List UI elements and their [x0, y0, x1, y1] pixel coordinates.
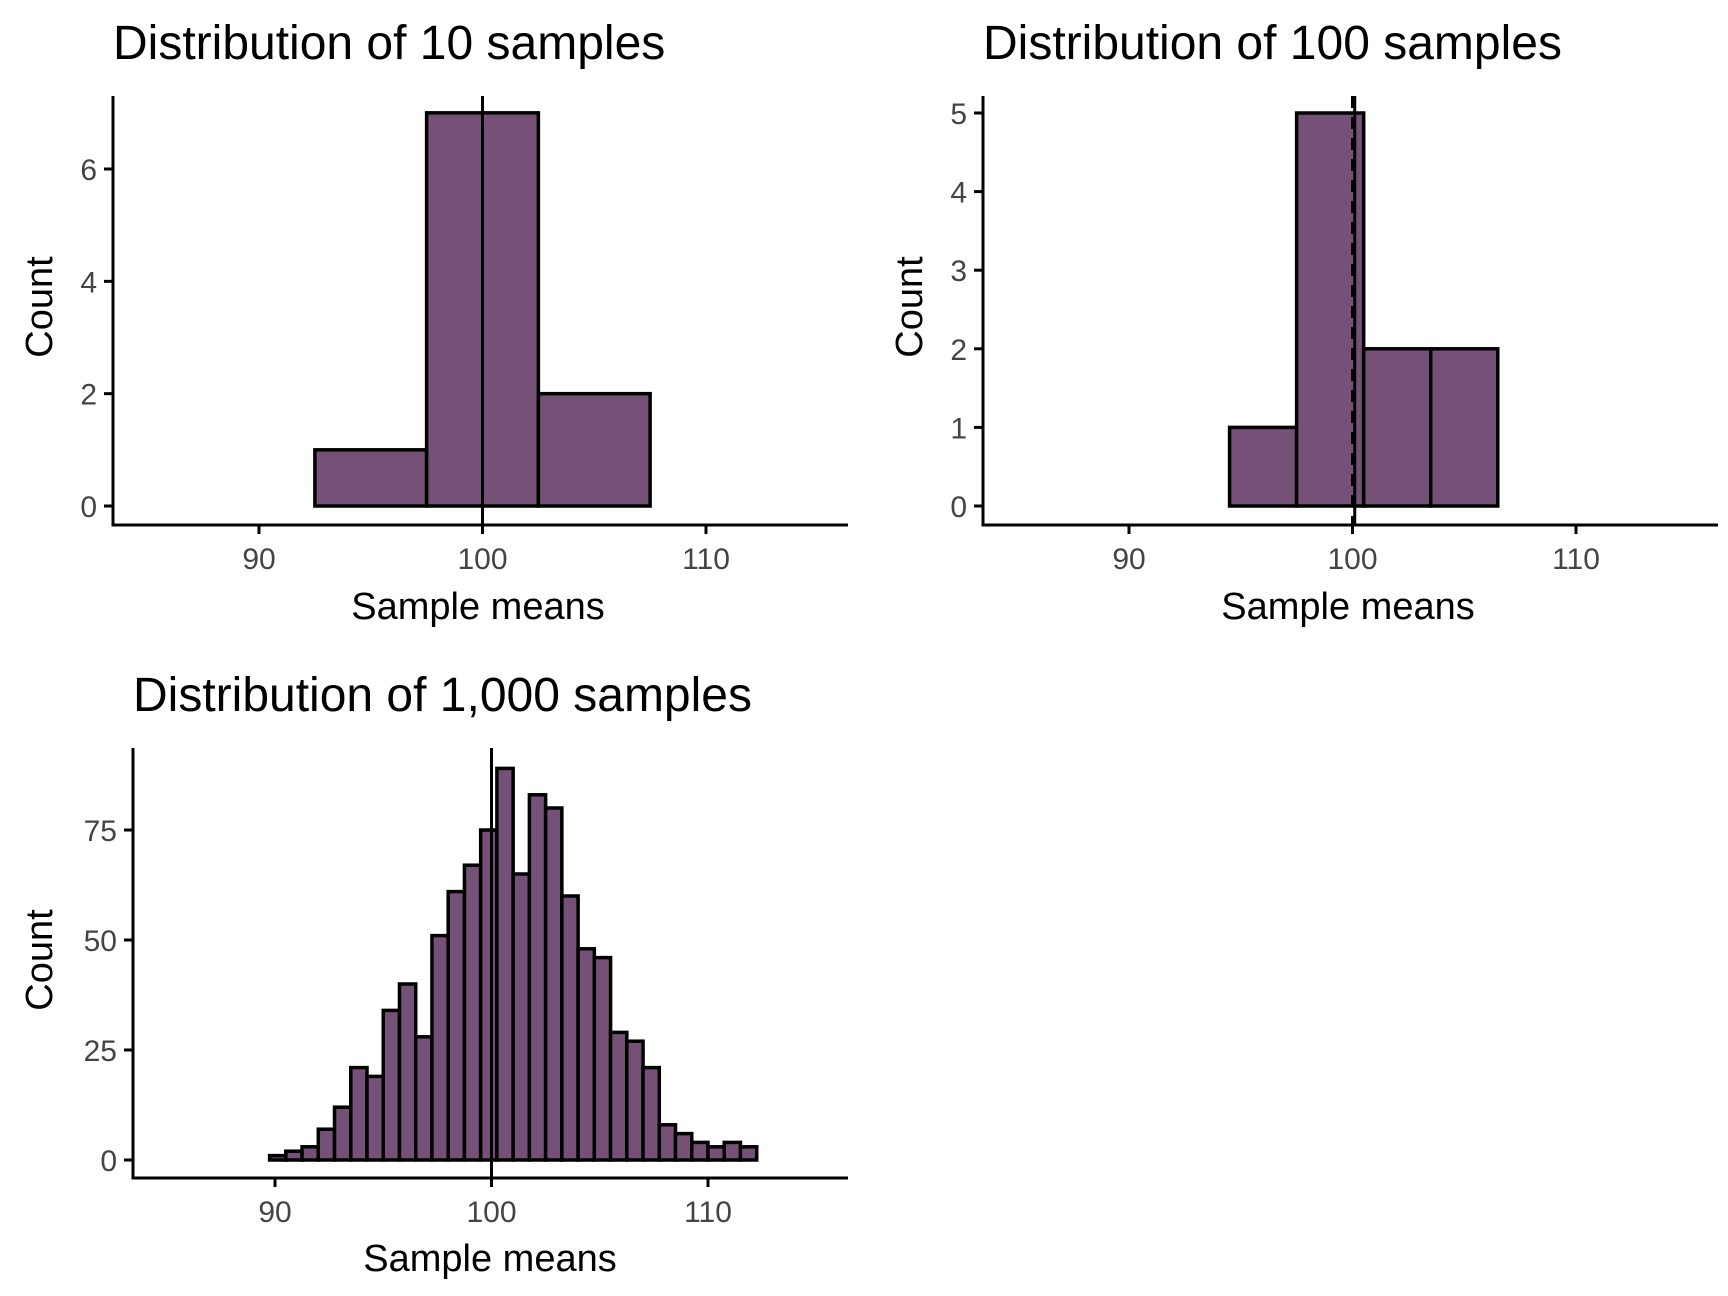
histogram-bar — [536, 391, 652, 508]
histogram-bar — [673, 1131, 694, 1162]
histogram-bar — [284, 1149, 304, 1162]
chart-title: Distribution of 100 samples — [983, 17, 1562, 70]
x-axis-title: Sample means — [351, 586, 604, 628]
x-tick-label: 110 — [682, 543, 730, 576]
histogram-bar — [1428, 347, 1500, 508]
histogram-bar — [560, 894, 580, 1162]
histogram-bar — [706, 1145, 726, 1162]
axes: 0 25 50 75 90 100 110 — [84, 748, 848, 1229]
histogram-bar — [1361, 347, 1433, 508]
x-tick-label: 100 — [466, 1196, 516, 1229]
panel-100-samples: Distribution of 100 samples 0 1 2 3 4 5 90 100 1… — [889, 17, 1718, 628]
histogram-bar — [690, 1140, 710, 1162]
histogram-bar — [349, 1065, 369, 1162]
histogram-bar — [625, 1039, 645, 1162]
y-tick-label: 3 — [950, 255, 967, 288]
histogram-bar — [397, 982, 418, 1162]
histogram-bar — [413, 1035, 434, 1162]
histogram-bar — [641, 1065, 662, 1162]
histogram-bar — [527, 793, 548, 1162]
y-tick-label: 0 — [80, 491, 97, 524]
histogram-bar — [381, 1008, 402, 1162]
y-tick-label: 50 — [84, 925, 117, 958]
histogram-bar — [543, 806, 564, 1162]
y-tick-label: 1 — [950, 412, 967, 445]
histogram-bar — [430, 933, 450, 1162]
y-tick-label: 2 — [80, 379, 97, 412]
y-tick-label: 75 — [84, 815, 117, 848]
x-axis-title: Sample means — [1221, 586, 1474, 628]
x-tick-label: 110 — [684, 1196, 732, 1229]
histogram-bar — [722, 1140, 743, 1162]
y-tick-label: 25 — [84, 1035, 117, 1068]
histogram-bar — [365, 1074, 386, 1162]
histogram-bar — [462, 863, 483, 1162]
reference-lines — [1351, 96, 1357, 525]
panel-1000-samples: Distribution of 1,000 samples 0 25 50 75 90 1… — [19, 669, 848, 1280]
y-tick-label: 0 — [100, 1145, 117, 1178]
histogram-bar — [478, 828, 499, 1162]
histogram-bar — [511, 872, 532, 1162]
y-axis-title: Count — [889, 256, 931, 358]
histogram-bar — [446, 889, 467, 1162]
y-axis-title: Count — [19, 256, 61, 358]
axes: 0 1 2 3 4 5 90 100 110 — [950, 96, 1718, 576]
axes: 0 2 4 6 90 100 110 — [80, 96, 848, 576]
histogram-bar — [316, 1127, 337, 1162]
x-tick-label: 90 — [1112, 543, 1145, 576]
histogram-bar — [1227, 425, 1299, 508]
y-tick-label: 0 — [950, 491, 967, 524]
histogram-bar — [332, 1105, 353, 1162]
y-tick-label: 4 — [80, 266, 97, 299]
y-tick-label: 4 — [950, 177, 967, 210]
bars-group — [267, 766, 759, 1162]
chart-title: Distribution of 10 samples — [113, 17, 665, 70]
histogram-bar — [608, 1030, 629, 1162]
x-tick-label: 100 — [457, 543, 507, 576]
histogram-bar — [313, 448, 429, 508]
histogram-bar — [576, 947, 597, 1162]
histogram-bar — [300, 1145, 321, 1162]
x-tick-label: 100 — [1327, 543, 1377, 576]
chart-title: Distribution of 1,000 samples — [133, 669, 752, 722]
y-tick-label: 6 — [80, 154, 97, 187]
y-tick-label: 5 — [950, 98, 967, 131]
x-tick-label: 90 — [242, 543, 275, 576]
x-tick-label: 90 — [258, 1196, 291, 1229]
histogram-bar — [495, 766, 515, 1162]
y-tick-label: 2 — [950, 334, 967, 367]
histogram-bar — [592, 955, 613, 1162]
histogram-bar — [657, 1123, 678, 1162]
bars-group — [1227, 111, 1500, 508]
y-axis-title: Count — [19, 909, 61, 1011]
histogram-bar — [267, 1153, 288, 1162]
histogram-bar — [738, 1145, 759, 1162]
x-tick-label: 110 — [1552, 543, 1600, 576]
x-axis-title: Sample means — [363, 1238, 616, 1280]
